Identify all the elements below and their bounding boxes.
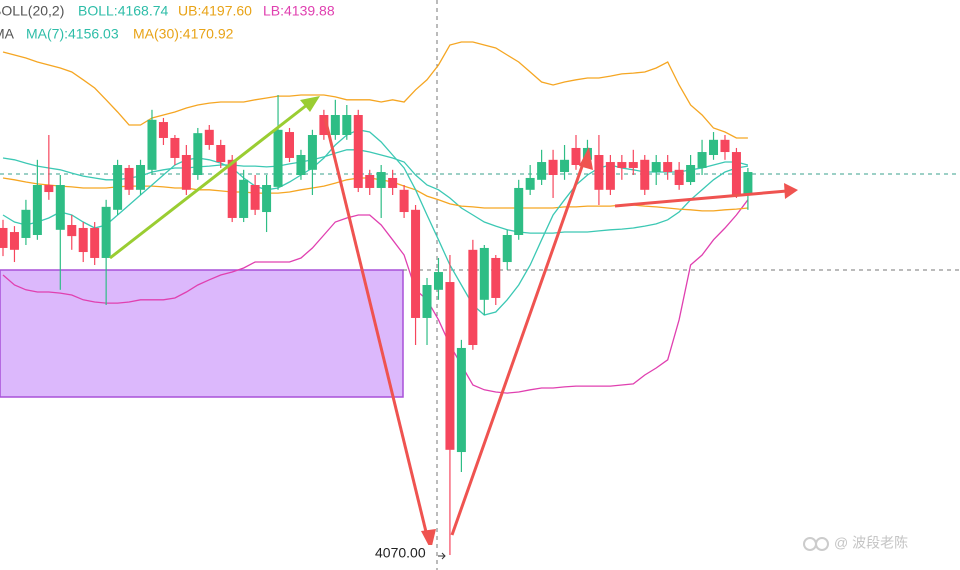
indicator-line xyxy=(2,41,748,139)
arrow-head xyxy=(300,96,320,112)
candle-body xyxy=(170,137,180,158)
watermark-icon xyxy=(815,537,829,551)
candle-body xyxy=(605,162,615,190)
candle-body xyxy=(262,185,272,213)
candle-body xyxy=(101,206,111,258)
candle-body xyxy=(136,165,146,190)
candle-body xyxy=(342,115,352,135)
candle-body xyxy=(674,169,684,185)
low-label-bg xyxy=(372,545,434,563)
candle-body xyxy=(353,115,363,188)
arrow-head xyxy=(421,529,436,550)
candle-body xyxy=(697,152,707,168)
candle-body xyxy=(113,165,123,210)
candle-body xyxy=(239,179,249,218)
low-label: 4070.00 xyxy=(375,545,426,561)
candle-body xyxy=(273,129,283,187)
candle-body xyxy=(227,159,237,218)
candle-body xyxy=(479,247,489,300)
candle-body xyxy=(78,227,88,253)
candle-body xyxy=(365,175,375,188)
legend: BOLL(20,2) BOLL:4168.74 UB:4197.60 LB:41… xyxy=(0,3,335,42)
candle-body xyxy=(204,129,214,145)
arrow xyxy=(614,189,788,208)
candle-body xyxy=(21,209,31,238)
candle-body xyxy=(743,172,753,195)
candle-body xyxy=(216,145,226,163)
candle-body xyxy=(514,187,524,235)
candle-body xyxy=(55,185,65,230)
candle-body xyxy=(388,177,398,188)
arrow-head xyxy=(784,183,798,199)
watermark-text: @ 波段老陈 xyxy=(834,535,908,551)
candle-body xyxy=(445,282,455,450)
candle-body xyxy=(124,167,134,190)
candle-body xyxy=(90,227,100,258)
indicator-line xyxy=(2,199,749,394)
candle-body xyxy=(319,115,329,135)
candle-body xyxy=(686,165,696,183)
candle-body xyxy=(468,249,478,345)
candle-body xyxy=(628,162,638,168)
arrow xyxy=(109,99,313,260)
candle-body xyxy=(193,133,203,175)
candle-body xyxy=(433,272,443,290)
candle-body xyxy=(32,185,42,235)
candle-body xyxy=(720,139,730,153)
candle-body xyxy=(296,155,306,175)
candle-body xyxy=(285,132,294,158)
candle-body xyxy=(147,119,157,170)
candle-body xyxy=(537,162,547,180)
legend-entry: BOLL:4168.74 xyxy=(78,3,169,19)
candle-body xyxy=(548,159,558,175)
legend-entry: MA(30):4170.92 xyxy=(133,26,234,42)
candles xyxy=(0,95,753,555)
candle-body xyxy=(525,177,535,190)
candle-body xyxy=(250,185,260,210)
watermark-icon xyxy=(803,537,817,551)
candle-body xyxy=(44,185,54,193)
candle-body xyxy=(651,162,661,173)
indicator-line xyxy=(2,129,749,316)
low-pointer xyxy=(438,552,446,560)
legend-entry: MA(7):4156.03 xyxy=(26,26,119,42)
candle-body xyxy=(376,172,386,188)
candle-body xyxy=(663,162,673,173)
candle-body xyxy=(491,257,501,298)
candle-body xyxy=(9,232,19,250)
candle-body xyxy=(422,285,432,318)
zone-box xyxy=(0,269,404,398)
candle-body xyxy=(181,155,191,190)
arrow xyxy=(450,157,587,536)
legend-label: BOLL(20,2) xyxy=(0,3,64,19)
candle-body xyxy=(456,347,466,453)
legend-entry: UB:4197.60 xyxy=(178,3,252,19)
candle-body xyxy=(411,209,421,318)
candle-body xyxy=(67,225,77,237)
legend-entry: LB:4139.88 xyxy=(263,3,335,19)
legend-label: MA xyxy=(0,26,15,42)
arrow xyxy=(323,117,430,541)
candle-body xyxy=(560,159,570,173)
candle-body xyxy=(640,159,650,190)
candle-body xyxy=(594,155,604,190)
arrows xyxy=(109,96,798,550)
candle-body xyxy=(399,189,409,213)
candle-body xyxy=(617,162,627,168)
arrow-head xyxy=(579,147,593,170)
candle-body xyxy=(307,135,317,170)
candle-body xyxy=(571,147,581,165)
candle-body xyxy=(330,115,340,135)
candle-body xyxy=(0,227,8,248)
candle-body xyxy=(731,152,741,195)
candle-body xyxy=(158,122,168,138)
candle-body xyxy=(502,235,512,263)
watermark: @ 波段老陈 xyxy=(803,535,908,551)
candle-body xyxy=(709,139,719,155)
